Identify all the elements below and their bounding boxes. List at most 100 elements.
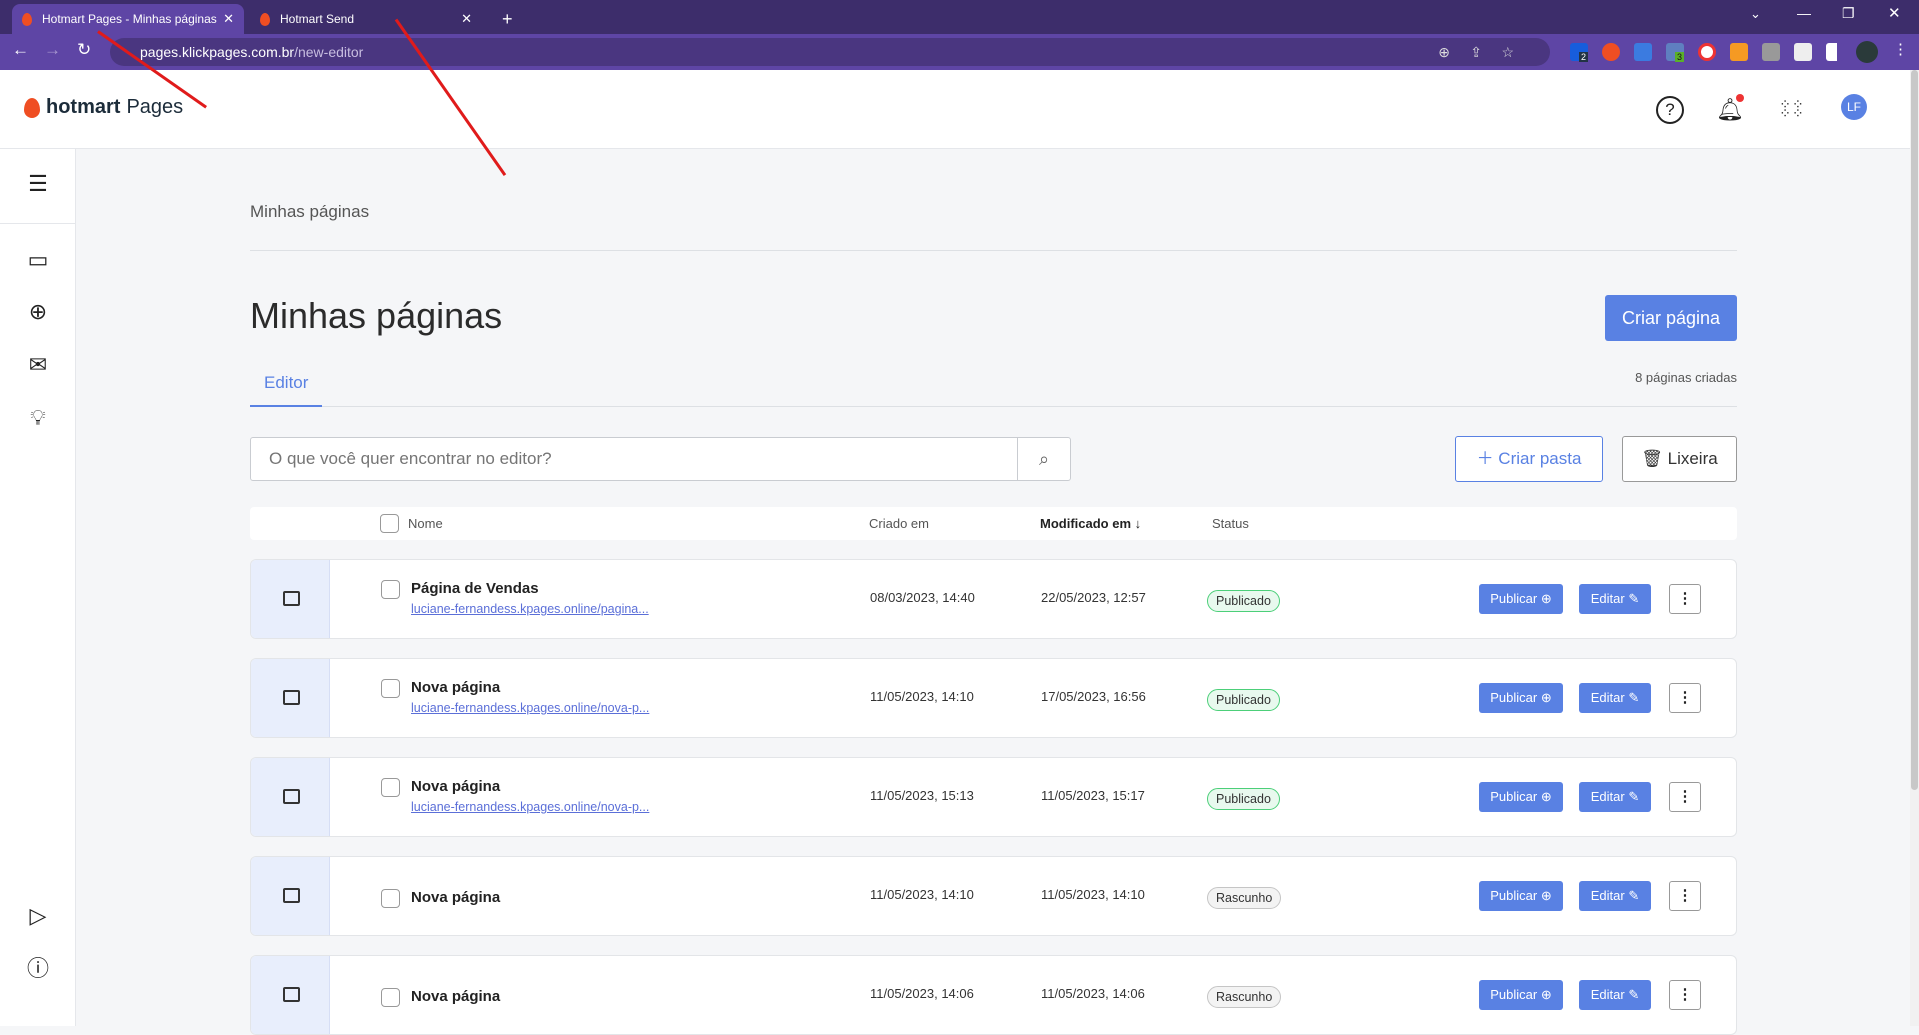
forward-icon[interactable]: → <box>44 40 61 59</box>
header-modified[interactable]: Modificado em ↓ <box>1040 516 1141 531</box>
page-thumbnail[interactable] <box>251 659 330 737</box>
tab-search-icon[interactable]: ⌄ <box>1750 6 1761 21</box>
side-panel-icon[interactable] <box>1826 43 1844 61</box>
info-icon[interactable]: ⓘ <box>26 956 49 981</box>
globe-icon[interactable]: ⊕ <box>28 299 48 324</box>
edit-button[interactable]: Editar ✎ <box>1579 683 1651 713</box>
table-row: Página de Vendas luciane-fernandess.kpag… <box>250 559 1737 639</box>
hotmart-pages-logo[interactable]: hotmart Pages <box>24 96 183 119</box>
page-icon <box>283 987 300 1002</box>
row-checkbox[interactable] <box>381 778 400 797</box>
tab-editor[interactable]: Editor <box>250 370 323 407</box>
page-link[interactable]: luciane-fernandess.kpages.online/nova-p.… <box>411 701 650 715</box>
page-name[interactable]: Nova página <box>411 679 501 696</box>
edit-label: Editar <box>1590 987 1625 1002</box>
page-thumbnail[interactable] <box>251 560 330 638</box>
mail-icon[interactable]: ✉ <box>28 352 48 377</box>
extension-badge: 3 <box>1675 52 1685 62</box>
created-date: 11/05/2023, 14:10 <box>870 887 974 902</box>
sidebar: ☰ ▭ ⊕ ✉ 💡︎ ▷ ⓘ <box>0 149 76 1026</box>
bitwarden-extension-icon[interactable]: 2 <box>1570 43 1589 62</box>
search-input[interactable] <box>250 437 1018 481</box>
zoom-icon[interactable]: ⊕ <box>1438 44 1450 60</box>
publish-button[interactable]: Publicar ⊕ <box>1479 980 1563 1010</box>
apps-grid-icon[interactable]: ⁘⁘ ⁘⁘ <box>1779 96 1805 121</box>
extension-icon[interactable] <box>1634 43 1652 61</box>
tag-extension-icon[interactable] <box>1730 43 1748 61</box>
notifications-bell-icon[interactable]: 🔔︎ <box>1716 94 1744 124</box>
scrollbar-thumb[interactable] <box>1911 70 1918 790</box>
create-folder-label: Criar pasta <box>1498 449 1582 468</box>
close-tab-icon[interactable]: ✕ <box>461 11 472 26</box>
code-extension-icon[interactable]: 3 <box>1666 43 1685 62</box>
publish-button[interactable]: Publicar ⊕ <box>1479 584 1563 614</box>
page-link[interactable]: luciane-fernandess.kpages.online/pagina.… <box>411 602 649 616</box>
page-scrollbar[interactable] <box>1910 70 1919 1026</box>
hotmart-extension-icon[interactable] <box>1602 43 1620 61</box>
create-page-button[interactable]: Criar página <box>1605 295 1737 341</box>
search-button[interactable]: ⌕ <box>1017 437 1071 481</box>
minimize-icon[interactable]: — <box>1797 5 1811 21</box>
globe-icon: ⊕ <box>1540 789 1552 804</box>
row-checkbox[interactable] <box>381 988 400 1007</box>
page-name[interactable]: Nova página <box>411 889 501 906</box>
new-tab-button[interactable]: + <box>502 8 513 29</box>
lightbulb-icon[interactable]: 💡︎ <box>30 405 46 430</box>
more-options-button[interactable]: ⋮ <box>1669 584 1701 614</box>
status-badge: Rascunho <box>1207 986 1282 1008</box>
url-field[interactable]: pages.klickpages.com.br/new-editor ⊕ ⇪ ☆ <box>110 38 1550 66</box>
profile-avatar[interactable] <box>1856 41 1878 63</box>
bookmark-star-icon[interactable]: ☆ <box>1501 44 1514 60</box>
publish-label: Publicar <box>1490 591 1538 606</box>
play-icon[interactable]: ▷ <box>29 903 47 928</box>
page-name[interactable]: Nova página <box>411 988 501 1005</box>
edit-button[interactable]: Editar ✎ <box>1579 881 1651 911</box>
create-folder-button[interactable]: ＋ Criar pasta <box>1455 436 1603 482</box>
page-name[interactable]: Página de Vendas <box>411 580 539 597</box>
publish-button[interactable]: Publicar ⊕ <box>1479 683 1563 713</box>
user-avatar[interactable]: LF <box>1841 94 1867 120</box>
restore-icon[interactable]: ❐ <box>1842 5 1855 21</box>
menu-toggle-icon[interactable]: ☰ <box>28 171 48 196</box>
extensions-puzzle-icon[interactable] <box>1794 43 1812 61</box>
page-thumbnail[interactable] <box>251 956 330 1034</box>
edit-button[interactable]: Editar ✎ <box>1579 584 1651 614</box>
more-options-button[interactable]: ⋮ <box>1669 782 1701 812</box>
reload-icon[interactable]: ↻ <box>77 40 92 59</box>
pages-icon[interactable]: ▭ <box>27 247 49 272</box>
more-options-button[interactable]: ⋮ <box>1669 980 1701 1010</box>
logo-light: Pages <box>126 96 184 118</box>
edit-button[interactable]: Editar ✎ <box>1579 980 1651 1010</box>
page-thumbnail[interactable] <box>251 758 330 836</box>
row-checkbox[interactable] <box>381 679 400 698</box>
more-options-button[interactable]: ⋮ <box>1669 881 1701 911</box>
menu-dots-icon[interactable]: ⋮ <box>1893 41 1908 58</box>
trash-button[interactable]: 🗑︎ Lixeira <box>1622 436 1737 482</box>
pencil-icon: ✎ <box>1628 591 1640 606</box>
select-all-checkbox[interactable] <box>380 514 399 533</box>
share-icon[interactable]: ⇪ <box>1470 44 1482 60</box>
tab-hotmart-send[interactable]: Hotmart Send ✕ <box>250 4 482 34</box>
hotmart-flame-icon <box>24 97 40 118</box>
modified-date: 22/05/2023, 12:57 <box>1041 590 1146 605</box>
block-extension-icon[interactable] <box>1698 43 1716 61</box>
globe-icon: ⊕ <box>1540 987 1552 1002</box>
page-link[interactable]: luciane-fernandess.kpages.online/nova-p.… <box>411 800 650 814</box>
extension-badge: 2 <box>1579 52 1589 62</box>
back-icon[interactable]: ← <box>12 40 29 59</box>
page-name[interactable]: Nova página <box>411 778 501 795</box>
close-window-icon[interactable]: ✕ <box>1888 5 1901 22</box>
camera-extension-icon[interactable] <box>1762 43 1780 61</box>
status-badge: Publicado <box>1207 590 1280 612</box>
close-tab-icon[interactable]: ✕ <box>223 11 234 26</box>
tab-hotmart-pages[interactable]: Hotmart Pages - Minhas páginas ✕ <box>12 4 244 34</box>
publish-label: Publicar <box>1490 888 1538 903</box>
edit-button[interactable]: Editar ✎ <box>1579 782 1651 812</box>
help-icon[interactable]: ? <box>1656 96 1684 124</box>
page-thumbnail[interactable] <box>251 857 330 935</box>
publish-button[interactable]: Publicar ⊕ <box>1479 782 1563 812</box>
row-checkbox[interactable] <box>381 889 400 908</box>
publish-button[interactable]: Publicar ⊕ <box>1479 881 1563 911</box>
row-checkbox[interactable] <box>381 580 400 599</box>
more-options-button[interactable]: ⋮ <box>1669 683 1701 713</box>
